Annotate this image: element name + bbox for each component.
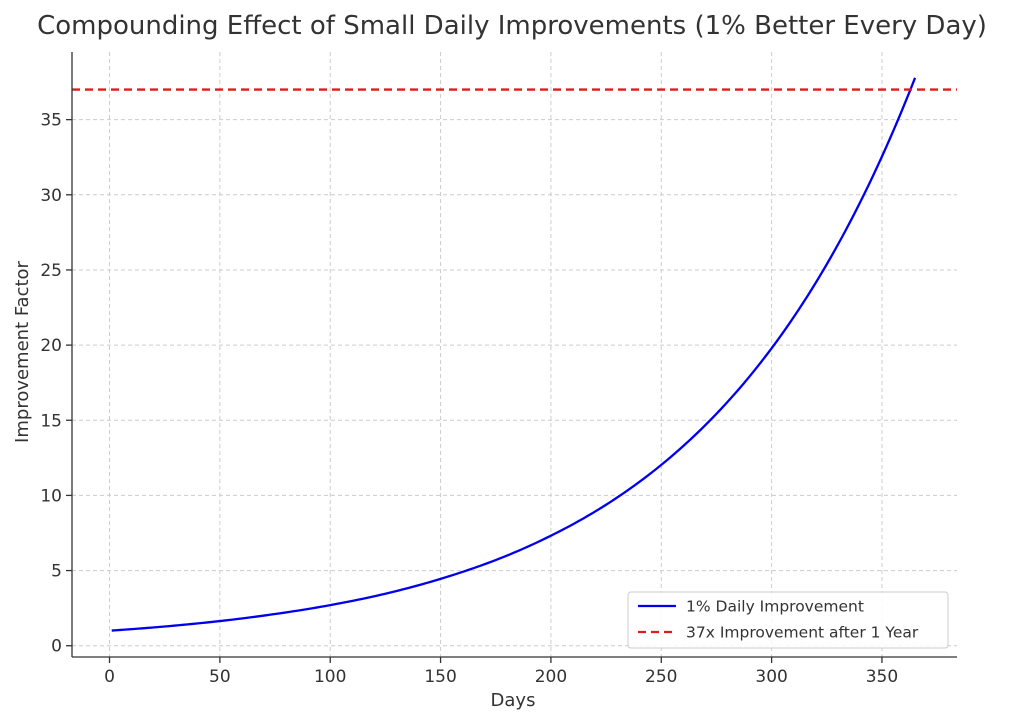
grid-layer bbox=[72, 52, 957, 657]
y-tick-label: 30 bbox=[40, 186, 62, 206]
legend-box bbox=[627, 591, 949, 649]
legend: 1% Daily Improvement 37x Improvement aft… bbox=[627, 591, 949, 649]
y-tick-label: 35 bbox=[40, 111, 62, 131]
chart-title: Compounding Effect of Small Daily Improv… bbox=[37, 11, 987, 41]
x-tick-label: 300 bbox=[755, 667, 787, 687]
series-layer bbox=[72, 77, 957, 632]
x-axis-label: Days bbox=[491, 690, 536, 711]
y-tick-label: 5 bbox=[51, 562, 62, 582]
y-axis-label: Improvement Factor bbox=[12, 260, 33, 443]
legend-label-37x-threshold: 37x Improvement after 1 Year bbox=[686, 624, 919, 642]
series-line-daily-improvement bbox=[111, 77, 917, 632]
axes-layer bbox=[71, 52, 957, 658]
y-tick-label: 10 bbox=[40, 486, 62, 506]
x-tick-label: 150 bbox=[424, 667, 456, 687]
ticks-layer: 0 50 100 150 200 250 300 350 0 5 10 15 20 25 30 35 bbox=[40, 111, 898, 687]
x-tick-label: 0 bbox=[104, 667, 115, 687]
y-tick-label: 25 bbox=[40, 261, 62, 281]
x-tick-label: 250 bbox=[645, 667, 677, 687]
y-tick-label: 20 bbox=[40, 336, 62, 356]
y-tick-label: 0 bbox=[51, 637, 62, 657]
x-tick-label: 50 bbox=[209, 667, 231, 687]
legend-label-daily-improvement: 1% Daily Improvement bbox=[686, 598, 864, 616]
x-tick-label: 200 bbox=[535, 667, 567, 687]
x-tick-label: 100 bbox=[314, 667, 346, 687]
y-tick-label: 15 bbox=[40, 411, 62, 431]
x-tick-label: 350 bbox=[866, 667, 898, 687]
